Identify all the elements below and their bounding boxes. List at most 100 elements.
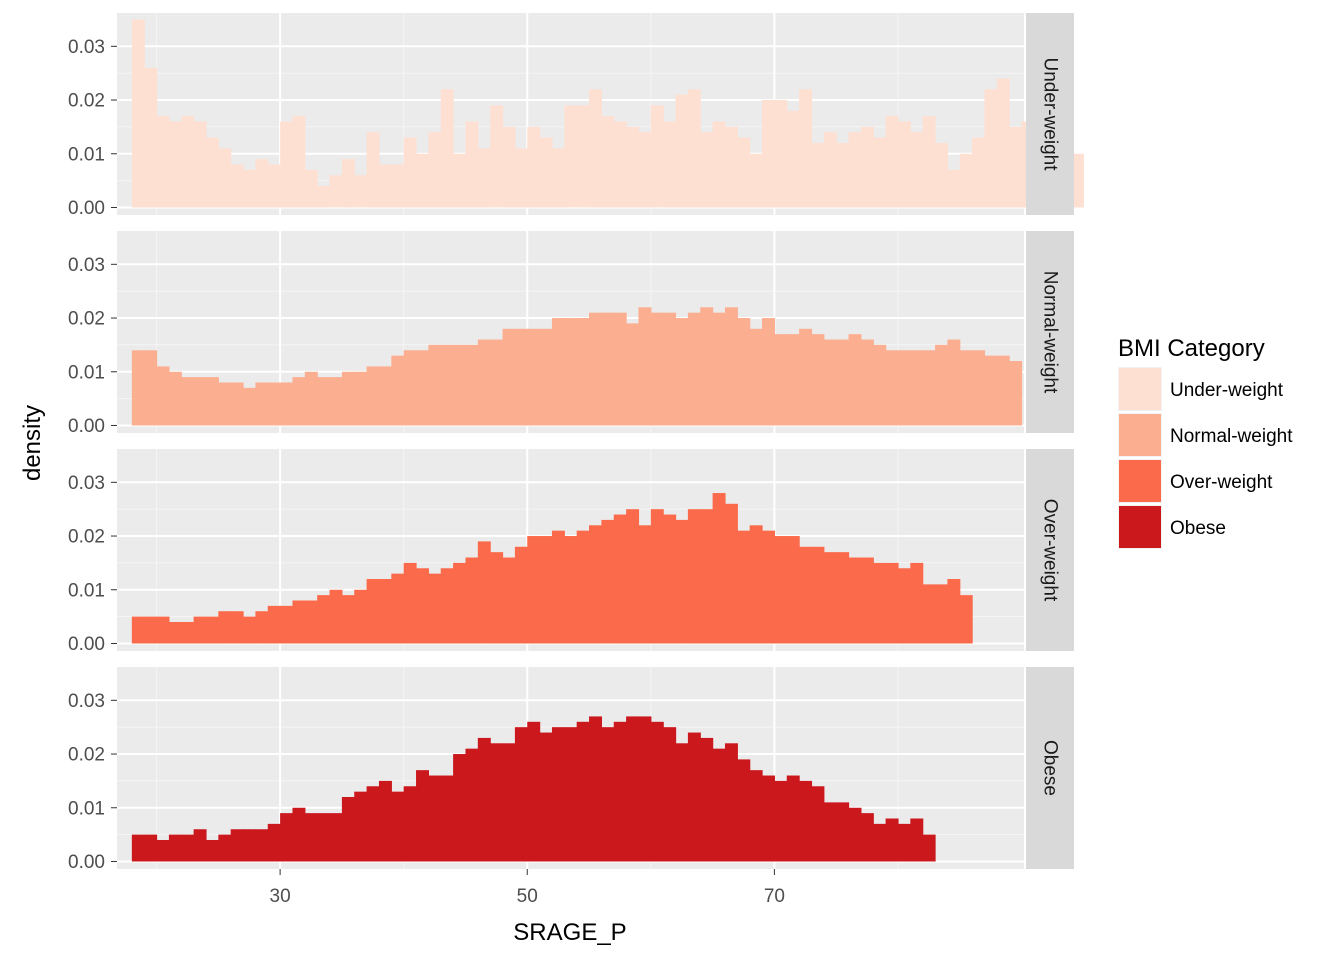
histogram-bar (687, 509, 701, 644)
histogram-bar (378, 579, 392, 644)
legend-item-normal-weight: Normal-weight (1118, 413, 1293, 457)
histogram-bar (947, 169, 961, 208)
histogram-bar (416, 350, 429, 426)
histogram-bar (650, 721, 664, 862)
histogram-bar (168, 621, 182, 644)
y-tick-label: 0.01 (68, 580, 105, 601)
histogram-bar (453, 344, 467, 426)
x-tick-label: 70 (764, 886, 785, 907)
histogram-bar (428, 573, 442, 644)
histogram-bar (477, 148, 491, 208)
y-tick-label: 0.00 (68, 852, 105, 873)
histogram-bar (292, 807, 306, 862)
facet-strip-label: Normal-weight (1040, 271, 1061, 394)
histogram-bar (897, 350, 911, 426)
histogram-bar (243, 387, 256, 426)
histogram-bar (947, 339, 961, 426)
legend-item-label: Under-weight (1170, 380, 1284, 401)
histogram-bar (675, 519, 689, 644)
histogram-bar (613, 721, 627, 862)
histogram-bar (700, 132, 714, 208)
y-tick-label: 0.02 (68, 91, 105, 112)
histogram-bar (366, 579, 380, 644)
histogram-bar (799, 89, 813, 208)
facet-strip (1026, 13, 1074, 215)
histogram-bar (737, 530, 751, 644)
histogram-bar (156, 616, 170, 644)
y-tick-label: 0.01 (68, 362, 105, 383)
histogram-bar (243, 616, 256, 644)
histogram-bar (774, 780, 788, 862)
histogram-bar (292, 116, 306, 208)
histogram-bar (811, 786, 825, 862)
histogram-bar (811, 334, 825, 426)
y-tick-label: 0.03 (68, 37, 105, 58)
histogram-bar (638, 525, 652, 644)
histogram-bar (910, 562, 924, 644)
histogram-bar (897, 121, 911, 208)
histogram-bar (156, 116, 170, 208)
histogram-bar (650, 312, 664, 426)
histogram-bar (848, 334, 862, 426)
histogram-bar (626, 509, 640, 644)
histogram-bar (539, 536, 553, 644)
histogram-bar (774, 334, 788, 426)
histogram-bar (416, 153, 429, 208)
histogram-bar (724, 743, 738, 862)
histogram-bar (453, 153, 467, 208)
histogram-bar (897, 823, 911, 862)
histogram-bar (1009, 361, 1023, 426)
histogram-bar (564, 536, 578, 644)
histogram-bar (811, 143, 825, 208)
histogram-bar (749, 153, 763, 208)
histogram-bar (280, 605, 294, 644)
histogram-bar (391, 355, 405, 426)
histogram-bar (712, 748, 726, 862)
histogram-bar (910, 818, 924, 862)
histogram-bar (687, 732, 701, 862)
histogram-bar (280, 813, 294, 862)
histogram-bar (490, 105, 504, 208)
histogram-bar (799, 780, 813, 862)
histogram-bar (280, 121, 294, 208)
histogram-bar (465, 748, 479, 862)
histogram-bar (724, 126, 738, 208)
histogram-bar (762, 318, 775, 426)
histogram-bar (378, 780, 392, 862)
histogram-bar (959, 153, 973, 208)
histogram-bar (551, 727, 565, 862)
histogram-bar (378, 164, 392, 208)
histogram-bar (329, 175, 343, 208)
histogram-bar (354, 371, 368, 426)
histogram-bar (860, 339, 874, 426)
histogram-bar (144, 67, 158, 208)
histogram-bar (786, 110, 800, 208)
histogram-bar (848, 557, 862, 644)
histogram-bar (650, 105, 664, 208)
histogram-bar (329, 377, 343, 426)
histogram-bar (465, 557, 479, 644)
y-tick-label: 0.00 (68, 198, 105, 219)
histogram-bar (935, 143, 948, 208)
histogram-bar (144, 834, 158, 862)
legend-key-swatch (1119, 460, 1161, 502)
histogram-bar (947, 579, 961, 644)
histogram-bar (663, 121, 677, 208)
histogram-bar (502, 743, 516, 862)
histogram-bar (304, 169, 318, 208)
histogram-bar (737, 137, 751, 208)
histogram-bar (762, 530, 775, 644)
facet-panel-under-weight: 0.00 0.01 0.02 0.03 Under-weight (68, 13, 1084, 219)
histogram-bar (626, 126, 640, 208)
histogram-bar (403, 562, 417, 644)
histogram-bar (391, 573, 405, 644)
histogram-bar (638, 716, 652, 862)
histogram-bar (749, 525, 763, 644)
histogram-bar (675, 743, 689, 862)
histogram-bar (663, 514, 677, 644)
histogram-bar (935, 344, 948, 426)
histogram-bar (786, 334, 800, 426)
histogram-bar (539, 732, 553, 862)
histogram-bar (131, 616, 145, 644)
